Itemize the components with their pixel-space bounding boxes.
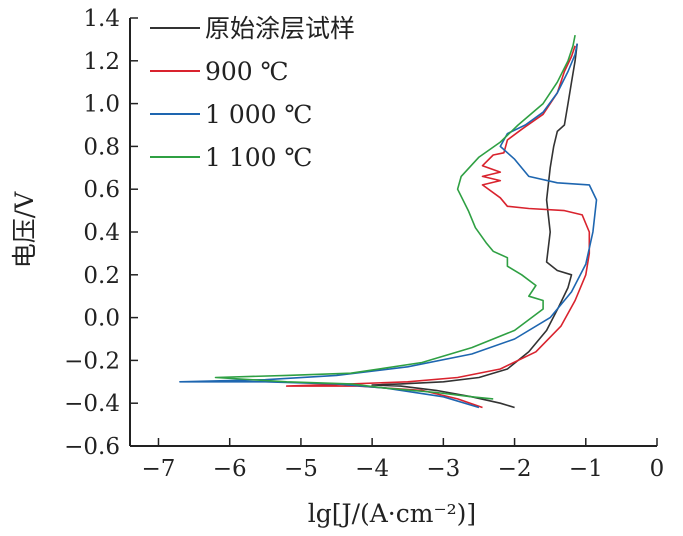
legend-label-1000: 1 000 ℃	[205, 100, 312, 129]
y-tick-label: 0.4	[83, 220, 120, 246]
y-tick-label: 0.0	[83, 306, 120, 332]
x-tick-label: −6	[213, 456, 247, 482]
x-tick-label: −2	[498, 456, 532, 482]
y-tick-label: 1.0	[83, 92, 120, 118]
x-tick-label: 0	[650, 456, 665, 482]
y-axis-title: 电压/V	[10, 191, 39, 268]
series-line-0	[371, 43, 578, 409]
legend-label-original: 原始涂层试样	[205, 14, 355, 43]
axis-ticks: −7 −6 −5 −4 −3 −2 −1 0 −0.6 −0.4 −0.2 0.0 0.2 0.4 0.6 0…	[64, 6, 664, 482]
y-tick-label: −0.2	[64, 348, 120, 374]
series-line-2	[179, 43, 598, 409]
y-tick-label: 0.8	[83, 134, 120, 160]
x-tick-label: −1	[569, 456, 603, 482]
x-axis-title: lg[J/(A·cm⁻²)]	[308, 499, 476, 528]
series-line-3	[214, 34, 576, 400]
y-tick-label: −0.4	[64, 391, 120, 417]
x-tick-label: −5	[284, 456, 318, 482]
y-tick-label: 1.2	[83, 49, 120, 75]
y-tick-label: −0.6	[64, 434, 120, 460]
series-line-1	[285, 45, 591, 409]
y-tick-label: 1.4	[83, 6, 120, 32]
series-lines	[179, 34, 598, 409]
legend-label-1100: 1 100 ℃	[205, 143, 312, 172]
x-tick-label: −4	[355, 456, 389, 482]
x-tick-label: −7	[142, 456, 176, 482]
legend: 原始涂层试样 900 ℃ 1 000 ℃ 1 100 ℃	[150, 14, 355, 172]
plot-area: −7 −6 −5 −4 −3 −2 −1 0 −0.6 −0.4 −0.2 0.0 0.2 0.4 0.6 0…	[64, 6, 664, 482]
x-tick-label: −3	[426, 456, 460, 482]
y-tick-label: 0.6	[83, 177, 120, 203]
y-tick-label: 0.2	[83, 263, 120, 289]
legend-label-900: 900 ℃	[205, 57, 289, 86]
